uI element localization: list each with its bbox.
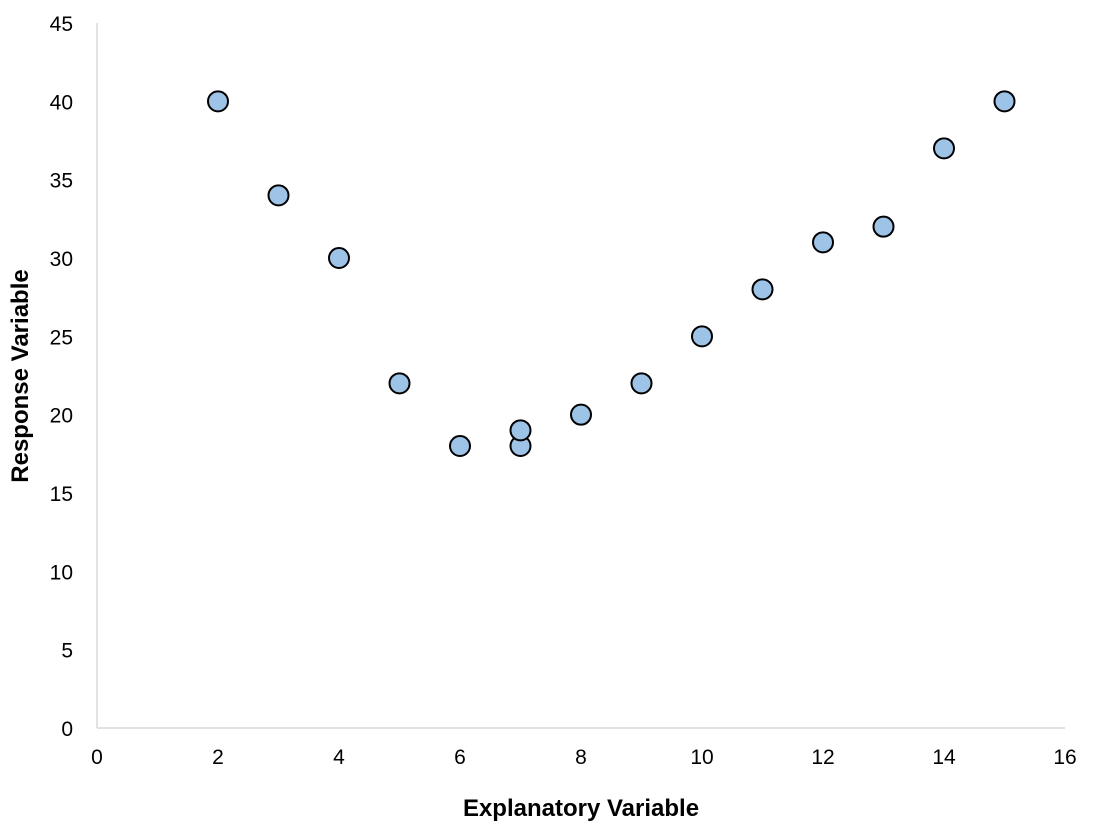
y-tick-labels: 0 5 10 15 20 25 30 35 40 45	[50, 13, 73, 741]
data-point	[449, 435, 471, 457]
y-tick-label: 15	[50, 483, 73, 506]
data-point	[812, 231, 834, 254]
x-tick-label: 12	[811, 746, 834, 769]
x-tick-label: 4	[333, 746, 345, 769]
y-tick-label: 20	[50, 405, 73, 428]
x-tick-label: 2	[212, 746, 224, 769]
data-points	[207, 90, 1016, 457]
data-point	[933, 137, 955, 160]
data-point	[388, 372, 411, 395]
y-tick-label: 0	[61, 718, 73, 741]
axes	[96, 23, 1065, 729]
x-tick-label: 8	[575, 746, 587, 769]
y-axis-label: Response Variable	[7, 269, 34, 482]
x-tick-label: 16	[1053, 746, 1076, 769]
x-tick-label: 10	[690, 746, 713, 769]
data-point	[509, 419, 532, 442]
x-axis-label: Explanatory Variable	[463, 795, 699, 822]
y-tick-label: 10	[50, 561, 73, 584]
y-tick-label: 35	[50, 170, 73, 193]
data-point	[751, 278, 774, 301]
y-tick-label: 25	[50, 326, 73, 349]
x-tick-label: 0	[91, 746, 103, 769]
data-point	[570, 403, 592, 426]
y-tick-label: 30	[50, 248, 73, 271]
data-point	[872, 215, 895, 238]
y-tick-label: 45	[50, 13, 73, 36]
x-tick-label: 14	[932, 746, 956, 769]
data-point	[691, 325, 713, 348]
data-point	[207, 90, 229, 113]
x-tick-labels: 0 2 4 6 8 10 12 14 16	[91, 746, 1077, 769]
data-point	[328, 247, 350, 269]
x-tick-label: 6	[454, 746, 466, 769]
data-point	[630, 372, 653, 395]
y-tick-label: 40	[50, 91, 73, 114]
data-point	[267, 184, 290, 207]
data-point	[993, 90, 1016, 113]
y-tick-label: 5	[61, 640, 73, 663]
